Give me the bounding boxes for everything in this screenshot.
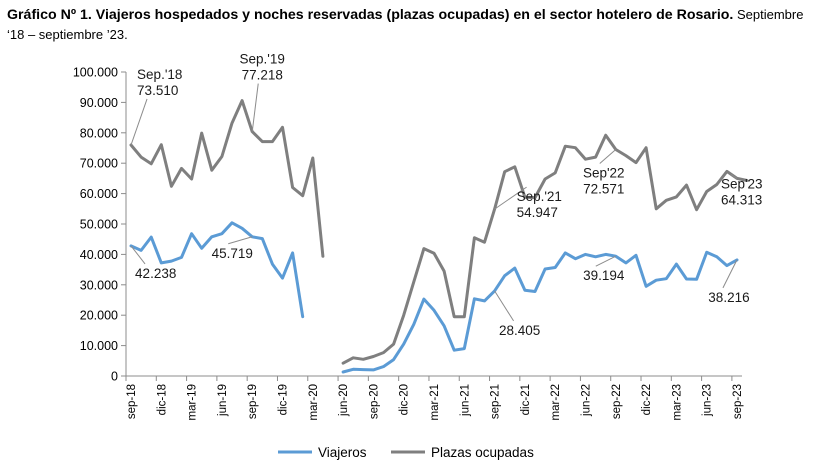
x-tick-label: sep-20 [368,384,380,419]
x-tick-label: sep-18 [126,384,138,419]
annotation-leader [722,259,738,289]
x-tick-label: sep-23 [732,384,744,419]
annotation-leader [494,290,515,322]
x-tick-label: dic-19 [278,384,290,415]
annotation-leader [595,255,616,267]
annotation-label: 54.947 [517,205,558,220]
x-tick-label: jun-22 [580,384,592,417]
annotation-label: 38.216 [708,290,749,305]
annotation-label: Sep.'21 [517,189,562,204]
x-tick-label: jun-23 [702,384,714,417]
annotation-label: 45.719 [212,246,253,261]
annotation-label: 42.238 [135,266,176,281]
plazas-ocupadas-line [341,133,749,365]
y-tick-label: 60.000 [80,187,118,201]
x-tick-label: jun-21 [459,384,471,417]
annotation-label: Sep'23 [721,176,763,191]
legend: Viajeros Plazas ocupadas [278,445,534,460]
viajeros-line [129,221,305,319]
annotation-leader [130,245,146,265]
annotation-label: 28.405 [499,323,540,338]
x-tick-label: sep-21 [490,384,502,419]
y-tick-label: 0 [111,370,118,384]
chart-title-bold: Gráfico Nº 1. Viajeros hospedados y noch… [7,7,734,23]
y-tick-label: 90.000 [80,96,118,110]
annotation-label: 77.218 [242,68,283,83]
annotation-label: Sep'22 [583,166,625,181]
viajeros-line [341,250,739,374]
legend-plazas-label: Plazas ocupadas [431,445,534,460]
chart-title: Gráfico Nº 1. Viajeros hospedados y noch… [7,5,807,45]
x-tick-label: jun-19 [217,384,229,417]
x-tick-label: mar-23 [671,384,683,420]
x-tick-label: jun-20 [338,384,350,417]
plazas-ocupadas-line [129,99,325,258]
x-tick-label: dic-21 [520,384,532,415]
y-tick-label: 70.000 [80,157,118,171]
y-tick-label: 50.000 [80,218,118,232]
x-axis-ticks: sep-18 dic-18 mar-19 jun-19 sep-19 dic-19 mar-… [125,376,744,420]
annotation-label: 72.571 [583,182,624,197]
x-tick-label: sep-19 [247,384,259,419]
x-tick-label: mar-21 [429,384,441,420]
y-tick-label: 100.000 [73,66,118,80]
annotation-leader [599,149,617,164]
annotation-leader [228,236,253,245]
annotation-label: 39.194 [583,268,625,283]
annotation-leader [730,173,738,179]
annotation-label: 73.510 [137,83,178,98]
chart-title-subtitle: Septiembre ‘18 – septiembre ’23. [7,7,804,42]
chart-axes [125,72,742,377]
y-tick-label: 40.000 [80,248,118,262]
x-tick-label: mar-19 [187,384,199,420]
annotation-leader [130,98,148,146]
y-tick-label: 30.000 [80,278,118,292]
y-axis-ticks: 0 10.000 20.000 30.000 40.000 50.000 60.000 70.… [73,66,126,384]
annotation-leader [251,83,259,132]
annotation-label: Sep.'18 [137,67,182,82]
legend-viajeros-label: Viajeros [318,445,367,460]
annotation-label: Sep.'19 [240,52,285,67]
y-tick-label: 20.000 [80,309,118,323]
annotation-label: 64.313 [721,192,762,207]
x-tick-label: dic-18 [156,384,168,415]
x-tick-label: dic-20 [399,384,411,415]
x-tick-label: mar-22 [550,384,562,420]
y-tick-label: 10.000 [80,339,118,353]
x-tick-label: mar-20 [308,384,320,420]
annotation-leader [494,186,527,210]
x-tick-label: dic-22 [641,384,653,415]
series-lines [129,99,749,374]
x-tick-label: sep-22 [611,384,623,419]
y-tick-label: 80.000 [80,126,118,140]
